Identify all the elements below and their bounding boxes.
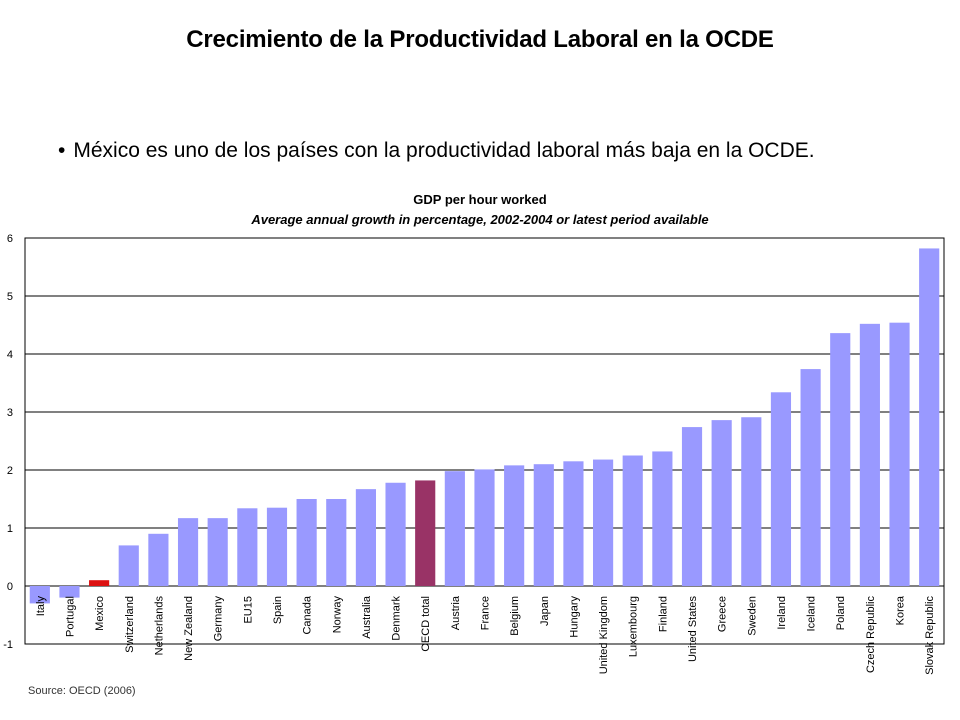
category-label: Germany [213,596,225,642]
bullet-point: • México es uno de los países con la prod… [58,139,815,163]
bar [355,489,376,586]
category-label: Switzerland [124,596,136,653]
y-tick-label: -1 [3,639,13,651]
category-label: France [480,596,492,630]
bar [296,499,317,586]
bar [533,464,554,586]
category-label: Norway [331,596,343,634]
category-label: Italy [35,596,47,617]
bar [859,323,880,586]
category-label: Finland [657,596,669,632]
category-label: Sweden [746,596,758,636]
category-label: Spain [272,596,284,624]
category-label: Korea [895,595,907,625]
category-label: Mexico [94,596,106,631]
y-tick-label: 3 [7,407,13,419]
category-label: Denmark [391,596,403,641]
y-tick-label: 6 [7,233,13,245]
category-label: EU15 [242,596,254,624]
y-tick-label: 2 [7,465,13,477]
category-label: Luxembourg [628,596,640,657]
bar [118,545,139,586]
bar [622,455,643,586]
category-label: OECD total [420,596,432,652]
category-label: Japan [539,596,551,626]
category-label: Iceland [806,596,818,631]
bar [504,465,525,586]
bar [711,420,732,586]
category-label: Portugal [64,596,76,637]
category-label: Austria [450,595,462,630]
category-label: Greece [717,596,729,632]
bar [770,392,792,586]
bar [207,518,228,586]
bar [474,469,495,586]
bar [148,533,169,586]
bullet-dot-icon: • [58,139,66,162]
category-label: Canada [302,595,314,634]
y-tick-label: 4 [7,349,13,361]
bar [415,480,436,586]
bar [889,322,910,586]
category-label: Poland [835,596,847,630]
category-label: United States [687,596,699,663]
category-label: Australia [361,595,373,639]
bar [266,507,288,586]
bar [563,461,584,586]
bar [385,482,406,586]
category-label: Ireland [776,596,788,630]
y-tick-label: 1 [7,523,13,535]
category-label: United Kingdom [598,596,610,674]
category-label: Belgium [509,596,521,636]
chart-title: GDP per hour worked [413,192,547,207]
bar [593,459,614,586]
category-label: Hungary [568,596,580,638]
category-label: New Zealand [183,596,195,661]
bar [326,499,347,586]
category-label: Czech Republic [865,596,877,674]
bar [177,518,199,586]
bar [29,586,50,604]
category-label: Slovak Republic [924,596,936,675]
slide-title: Crecimiento de la Productividad Laboral … [186,26,774,53]
bar [830,333,851,586]
bar [59,586,80,598]
bullet-text: México es uno de los países con la produ… [73,139,815,162]
bar [652,451,673,586]
chart-subtitle: Average annual growth in percentage, 200… [251,212,709,227]
bar [741,417,762,586]
y-tick-label: 0 [7,581,13,593]
category-label: Netherlands [153,596,165,656]
bar [919,248,940,586]
y-tick-label: 5 [7,291,13,303]
bar [681,427,703,586]
source-note: Source: OECD (2006) [28,685,136,697]
bar [444,471,465,586]
bar [800,369,821,586]
bar [237,508,258,586]
bar [89,580,110,586]
